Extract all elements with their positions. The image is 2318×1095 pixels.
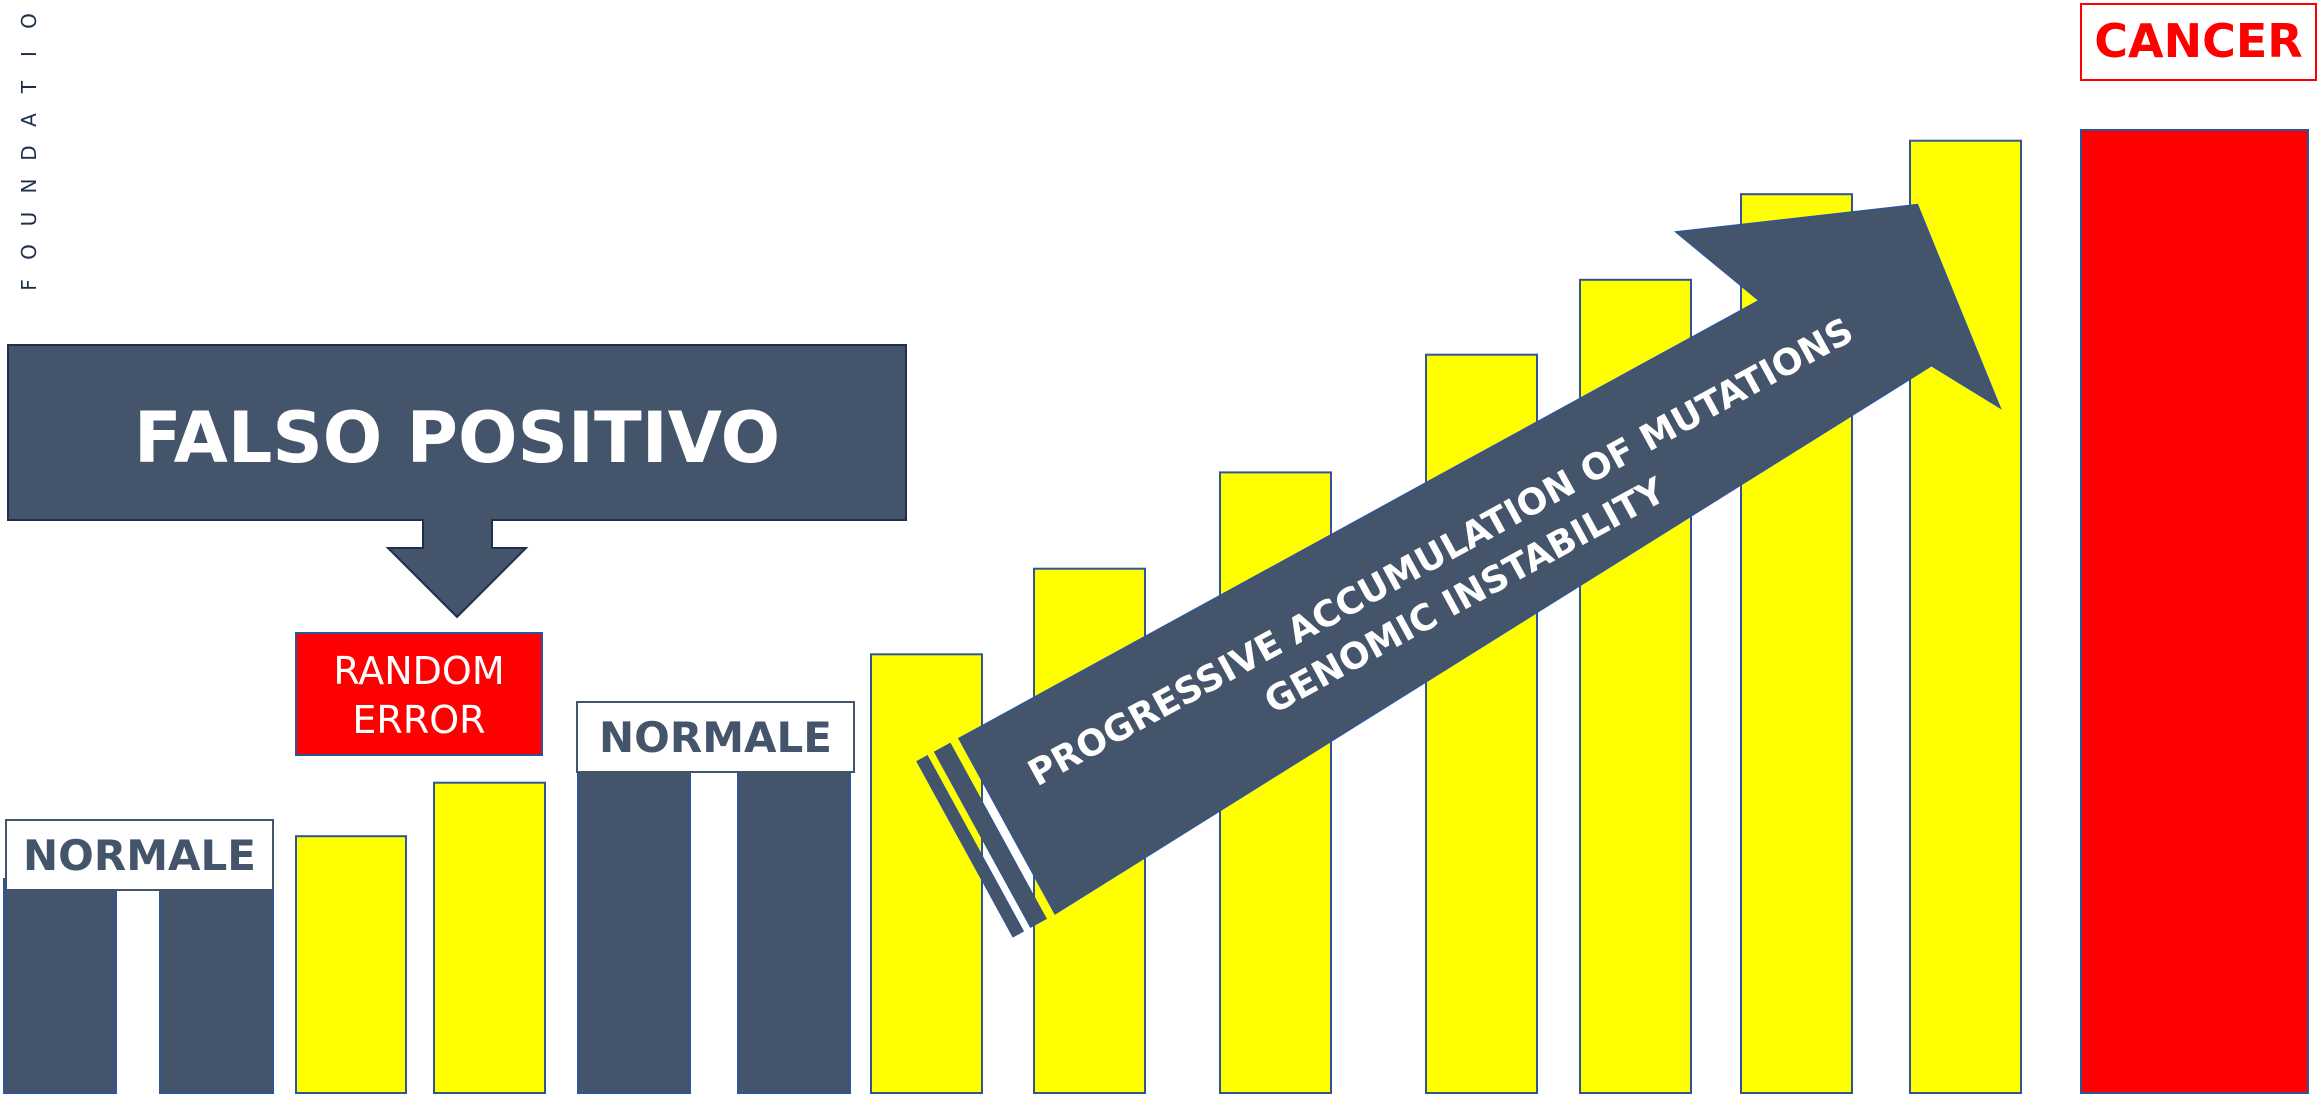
label-normale-1: NORMALE [5, 819, 274, 891]
falso-positivo-callout: FALSO POSITIVO [7, 344, 907, 619]
bar-6-normal [737, 760, 851, 1094]
logo-subtitle-letter: T [17, 80, 41, 94]
label-random-error-line2: ERROR [352, 698, 485, 742]
logo-subtitle-letter: F [17, 279, 41, 291]
bar-1-normal [3, 878, 117, 1094]
logo-subtitle-letter: N [17, 179, 41, 194]
label-normale-2-text: NORMALE [599, 713, 832, 762]
logo-subtitle-letter: U [17, 212, 41, 227]
label-random-error: RANDOM ERROR [295, 632, 543, 756]
arrow-tail-stripe-1 [916, 755, 1025, 938]
label-cancer-text: CANCER [2094, 14, 2302, 68]
bar-7-mutated [870, 653, 983, 1094]
label-cancer: CANCER [2080, 3, 2317, 81]
label-normale-2: NORMALE [576, 701, 855, 773]
arrow-tail-stripe-2 [933, 742, 1047, 928]
bar-14-cancer [2080, 129, 2309, 1094]
arrow-shape [957, 203, 2002, 915]
logo-subtitle-letter: O [17, 244, 41, 260]
bar-3-mutated [295, 835, 407, 1094]
label-normale-1-text: NORMALE [23, 831, 256, 880]
bar-2-normal [159, 888, 274, 1095]
logo-subtitle-letters: F O U N D A T I O [17, 13, 41, 291]
logo-subtitle-letter: I [17, 51, 41, 57]
callout-title: FALSO POSITIVO [134, 397, 780, 479]
bar-4-mutated [433, 781, 546, 1094]
logo-subtitle-letter: A [17, 113, 41, 127]
logo-subtitle-letter: O [17, 13, 41, 29]
label-random-error-line1: RANDOM [333, 649, 504, 693]
callout-shape [7, 344, 907, 619]
bars-group [3, 129, 2309, 1095]
logo-subtitle-letter: D [17, 145, 41, 160]
bar-5-normal [577, 760, 691, 1094]
